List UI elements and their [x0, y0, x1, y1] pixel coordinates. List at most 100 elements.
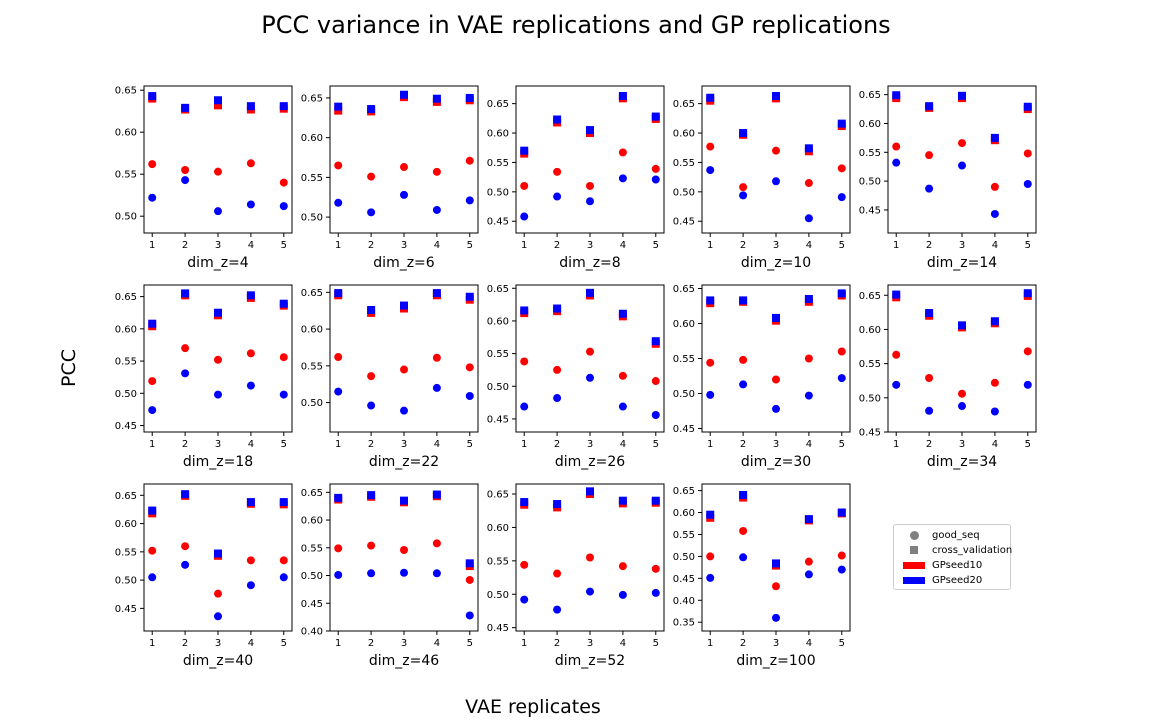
good-seq-point: [804, 570, 813, 579]
y-tick-label: 0.45: [487, 623, 509, 634]
x-tick-label: 3: [587, 240, 593, 251]
good-seq-point: [651, 564, 660, 573]
axes-frame: [701, 284, 851, 433]
subplot-xlabel: dim_z=4: [187, 255, 248, 271]
x-tick-label: 1: [893, 439, 899, 450]
subplot-xlabel: dim_z=14: [927, 255, 997, 271]
legend-label: good_seq: [932, 529, 980, 541]
cross-validation-point: [246, 498, 255, 507]
x-tick-label: 2: [182, 638, 188, 649]
cross-validation-point: [334, 289, 343, 298]
good-seq-point: [990, 182, 999, 191]
x-tick-label: 1: [707, 240, 713, 251]
cross-validation-point: [279, 299, 288, 308]
subplot-xlabel: dim_z=52: [555, 653, 625, 669]
good-seq-point: [400, 568, 408, 577]
x-tick-label: 5: [281, 240, 287, 251]
y-tick-label: 0.50: [301, 398, 323, 409]
cross-validation-point: [214, 96, 222, 105]
good-seq-point: [553, 569, 562, 578]
good-seq-point: [739, 380, 748, 389]
y-tick-label: 0.50: [487, 590, 509, 601]
cross-validation-point: [246, 102, 255, 111]
good-seq-point: [520, 595, 529, 604]
y-tick-label: 0.60: [115, 128, 137, 139]
x-tick-label: 4: [992, 439, 998, 450]
cross-validation-point: [958, 91, 966, 100]
good-seq-point: [925, 373, 934, 382]
subplot-xlabel: dim_z=8: [559, 255, 620, 271]
good-seq-point: [925, 151, 934, 160]
good-seq-point: [148, 573, 157, 582]
x-tick-label: 3: [959, 439, 965, 450]
y-tick-label: 0.50: [673, 187, 695, 198]
good-seq-point: [148, 377, 157, 386]
y-tick-label: 0.60: [301, 516, 323, 527]
subplot-xlabel: dim_z=18: [183, 454, 253, 470]
good-seq-point: [553, 365, 562, 374]
x-tick-label: 5: [1025, 240, 1031, 251]
cross-validation-point: [246, 291, 255, 300]
y-tick-label: 0.55: [673, 158, 695, 169]
good-seq-point: [651, 588, 660, 597]
good-seq-point: [651, 175, 660, 184]
good-seq-point: [837, 193, 846, 202]
y-tick-label: 0.55: [115, 170, 137, 181]
subplot: 0.45 0.50 0.55 0.60 0.65 1 2 3 4 5 dim_z=26: [487, 284, 665, 470]
y-tick-label: 0.45: [859, 428, 881, 439]
good-seq-point: [706, 552, 715, 561]
y-tick-label: 0.65: [673, 99, 695, 110]
cross-validation-point: [892, 91, 901, 100]
cross-validation-point: [586, 288, 594, 297]
cross-validation-point: [181, 103, 190, 112]
good-seq-point: [892, 142, 901, 151]
x-tick-label: 3: [773, 638, 779, 649]
x-tick-label: 5: [839, 638, 845, 649]
subplot-xlabel: dim_z=100: [736, 653, 815, 669]
good-seq-point: [520, 357, 529, 366]
y-tick-label: 0.60: [859, 325, 881, 336]
y-tick-label: 0.60: [301, 133, 323, 144]
x-tick-label: 3: [773, 240, 779, 251]
x-tick-label: 5: [467, 240, 473, 251]
good-seq-point: [837, 565, 846, 574]
x-tick-label: 5: [467, 439, 473, 450]
good-seq-point: [772, 146, 780, 155]
good-seq-point: [214, 167, 222, 176]
good-seq-point: [892, 158, 901, 167]
cross-validation-point: [618, 91, 627, 100]
subplot: 0.50 0.55 0.60 0.65 1 2 3 4 5 dim_z=22: [301, 284, 479, 470]
x-tick-label: 4: [434, 240, 440, 251]
x-tick-label: 4: [248, 439, 254, 450]
good-seq-point: [520, 402, 529, 411]
good-seq-point: [706, 358, 715, 367]
x-tick-label: 3: [959, 240, 965, 251]
good-seq-point: [334, 570, 343, 579]
y-tick-label: 0.50: [301, 571, 323, 582]
x-tick-label: 1: [149, 240, 155, 251]
x-tick-label: 3: [587, 439, 593, 450]
good-seq-point: [465, 575, 474, 584]
cross-validation-point: [651, 496, 660, 505]
cross-validation-point: [586, 487, 594, 496]
good-seq-point: [148, 546, 157, 555]
x-tick-label: 3: [215, 439, 221, 450]
x-tick-label: 2: [554, 240, 560, 251]
subplot: 0.40 0.45 0.50 0.55 0.60 0.65 1 2 3 4 5 dim_z=46: [301, 483, 479, 669]
subplot-xlabel: dim_z=10: [741, 255, 811, 271]
x-tick-label: 1: [707, 638, 713, 649]
x-tick-label: 1: [335, 240, 341, 251]
good-seq-point: [214, 390, 222, 399]
good-seq-point: [334, 544, 343, 553]
x-tick-label: 4: [620, 439, 626, 450]
y-tick-label: 0.45: [115, 604, 137, 615]
good-seq-point: [925, 184, 934, 193]
axes-frame: [143, 284, 293, 433]
good-seq-point: [334, 161, 343, 170]
x-tick-label: 5: [1025, 439, 1031, 450]
good-seq-point: [586, 197, 594, 206]
subplot-xlabel: dim_z=40: [183, 653, 253, 669]
legend-entry-gpseed20: GPseed20: [902, 573, 982, 587]
cross-validation-point: [837, 508, 846, 517]
y-tick-label: 0.65: [673, 486, 695, 497]
